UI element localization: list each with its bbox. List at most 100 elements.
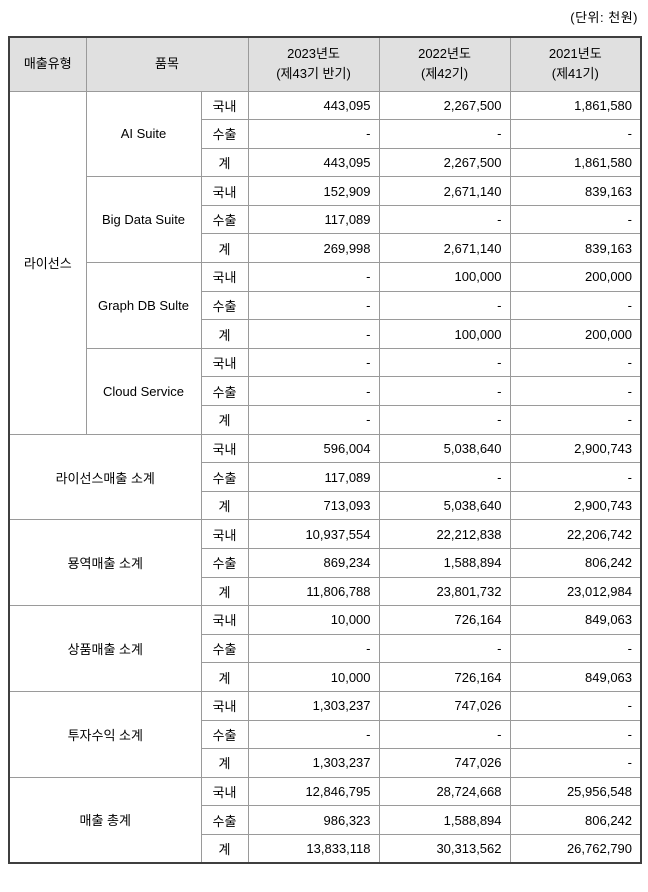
value-cell: 1,303,237: [247, 690, 380, 721]
value-cell: -: [509, 748, 642, 778]
value-cell: 1,861,580: [509, 90, 642, 121]
summary-label: 매출 총계: [8, 776, 202, 864]
value-cell: 849,063: [509, 605, 642, 635]
value-cell: 2,671,140: [378, 233, 511, 264]
value-cell: 839,163: [509, 233, 642, 264]
table-row: 계 269,998 2,671,140 839,163: [9, 233, 642, 264]
value-cell: 12,846,795: [247, 776, 380, 807]
value-cell: -: [509, 290, 642, 321]
summary-label: 상품매출 소계: [8, 605, 202, 692]
channel-label: 수출: [200, 805, 249, 835]
header-2021: 2021년도 (제41기): [509, 36, 642, 92]
product-name: AI Suite: [85, 90, 202, 178]
value-cell: 26,762,790: [509, 833, 642, 864]
value-cell: 713,093: [247, 490, 380, 521]
value-cell: 117,089: [247, 204, 380, 235]
channel-label: 수출: [200, 376, 249, 407]
value-cell: 806,242: [509, 548, 642, 578]
table-row: 수출 - - -: [9, 290, 642, 321]
header-sales-type: 매출유형: [8, 36, 87, 92]
value-cell: -: [509, 633, 642, 664]
value-cell: 22,212,838: [378, 519, 511, 549]
channel-label: 국내: [200, 776, 249, 807]
channel-label: 수출: [200, 719, 249, 750]
value-cell: -: [509, 347, 642, 378]
product-name: Big Data Suite: [85, 176, 202, 264]
value-cell: 100,000: [378, 262, 511, 292]
table-row: Big Data Suite 국내 152,909 2,671,140 839,…: [9, 176, 642, 264]
table-row: 계 - 100,000 200,000: [9, 319, 642, 349]
table-row: 계 713,093 5,038,640 2,900,743: [9, 490, 642, 521]
value-cell: 10,937,554: [247, 519, 380, 549]
sales-type-label: 라이선스: [8, 90, 87, 435]
channel-label: 계: [200, 662, 249, 692]
value-cell: 849,063: [509, 662, 642, 692]
value-cell: -: [509, 690, 642, 721]
value-cell: 269,998: [247, 233, 380, 264]
value-cell: 10,000: [247, 662, 380, 692]
value-cell: 100,000: [378, 319, 511, 349]
value-cell: 11,806,788: [247, 576, 380, 607]
value-cell: 869,234: [247, 548, 380, 578]
value-cell: -: [509, 119, 642, 149]
table-row: 계 - - -: [9, 405, 642, 435]
table-row: 계 11,806,788 23,801,732 23,012,984: [9, 576, 642, 607]
header-2021-year: 2021년도: [548, 46, 602, 62]
value-cell: -: [247, 347, 380, 378]
value-cell: -: [509, 204, 642, 235]
channel-label: 국내: [200, 90, 249, 121]
value-cell: 5,038,640: [378, 433, 511, 464]
value-cell: -: [378, 119, 511, 149]
channel-label: 국내: [200, 690, 249, 721]
value-cell: -: [378, 462, 511, 492]
channel-label: 계: [200, 405, 249, 435]
header-2022-period: (제42기): [420, 66, 469, 82]
value-cell: 806,242: [509, 805, 642, 835]
value-cell: 2,267,500: [378, 147, 511, 178]
value-cell: -: [378, 376, 511, 407]
value-cell: -: [247, 290, 380, 321]
value-cell: 2,671,140: [378, 176, 511, 206]
channel-label: 계: [200, 833, 249, 864]
channel-label: 국내: [200, 605, 249, 635]
value-cell: 1,588,894: [378, 548, 511, 578]
value-cell: -: [509, 405, 642, 435]
value-cell: 2,900,743: [509, 490, 642, 521]
table-row: 계 13,833,118 30,313,562 26,762,790: [9, 833, 642, 864]
value-cell: -: [378, 633, 511, 664]
value-cell: 986,323: [247, 805, 380, 835]
value-cell: 23,012,984: [509, 576, 642, 607]
value-cell: -: [247, 319, 380, 349]
value-cell: 200,000: [509, 262, 642, 292]
value-cell: 443,095: [247, 90, 380, 121]
table-row: 투자수익 소계 국내 1,303,237 747,026 -: [8, 690, 642, 778]
channel-label: 수출: [200, 290, 249, 321]
summary-label: 라이선스매출 소계: [8, 433, 202, 521]
value-cell: 2,900,743: [509, 433, 642, 464]
revenue-table: 매출유형 품목 2023년도 (제43기 반기) 2022년도 (제42기) 2…: [8, 36, 643, 865]
table-row: 라이선스매출 소계 국내 596,004 5,038,640 2,900,743: [8, 433, 642, 521]
table-row: Cloud Service 국내 - - -: [9, 347, 642, 435]
value-cell: -: [509, 462, 642, 492]
channel-label: 국내: [200, 176, 249, 206]
header-2022-year: 2022년도: [418, 46, 471, 62]
table-row: 수출 - - -: [9, 376, 642, 407]
value-cell: 839,163: [509, 176, 642, 206]
value-cell: 747,026: [378, 690, 511, 721]
table-row: Graph DB Sulte 국내 - 100,000 200,000: [9, 262, 642, 349]
value-cell: 117,089: [247, 462, 380, 492]
value-cell: -: [247, 262, 380, 292]
table-row: 수출 117,089 - -: [9, 462, 642, 492]
value-cell: -: [509, 719, 642, 750]
value-cell: 30,313,562: [378, 833, 511, 864]
table-row: 상품매출 소계 국내 10,000 726,164 849,063: [8, 605, 642, 692]
table-row: 수출 - - -: [9, 119, 642, 149]
table-row: 수출 869,234 1,588,894 806,242: [9, 548, 642, 578]
channel-label: 수출: [200, 119, 249, 149]
value-cell: -: [247, 119, 380, 149]
value-cell: 5,038,640: [378, 490, 511, 521]
value-cell: 22,206,742: [509, 519, 642, 549]
table-row: 묭역매출 소계 국내 10,937,554 22,212,838 22,206,…: [8, 519, 642, 607]
value-cell: 10,000: [247, 605, 380, 635]
product-name: Graph DB Sulte: [85, 262, 202, 349]
